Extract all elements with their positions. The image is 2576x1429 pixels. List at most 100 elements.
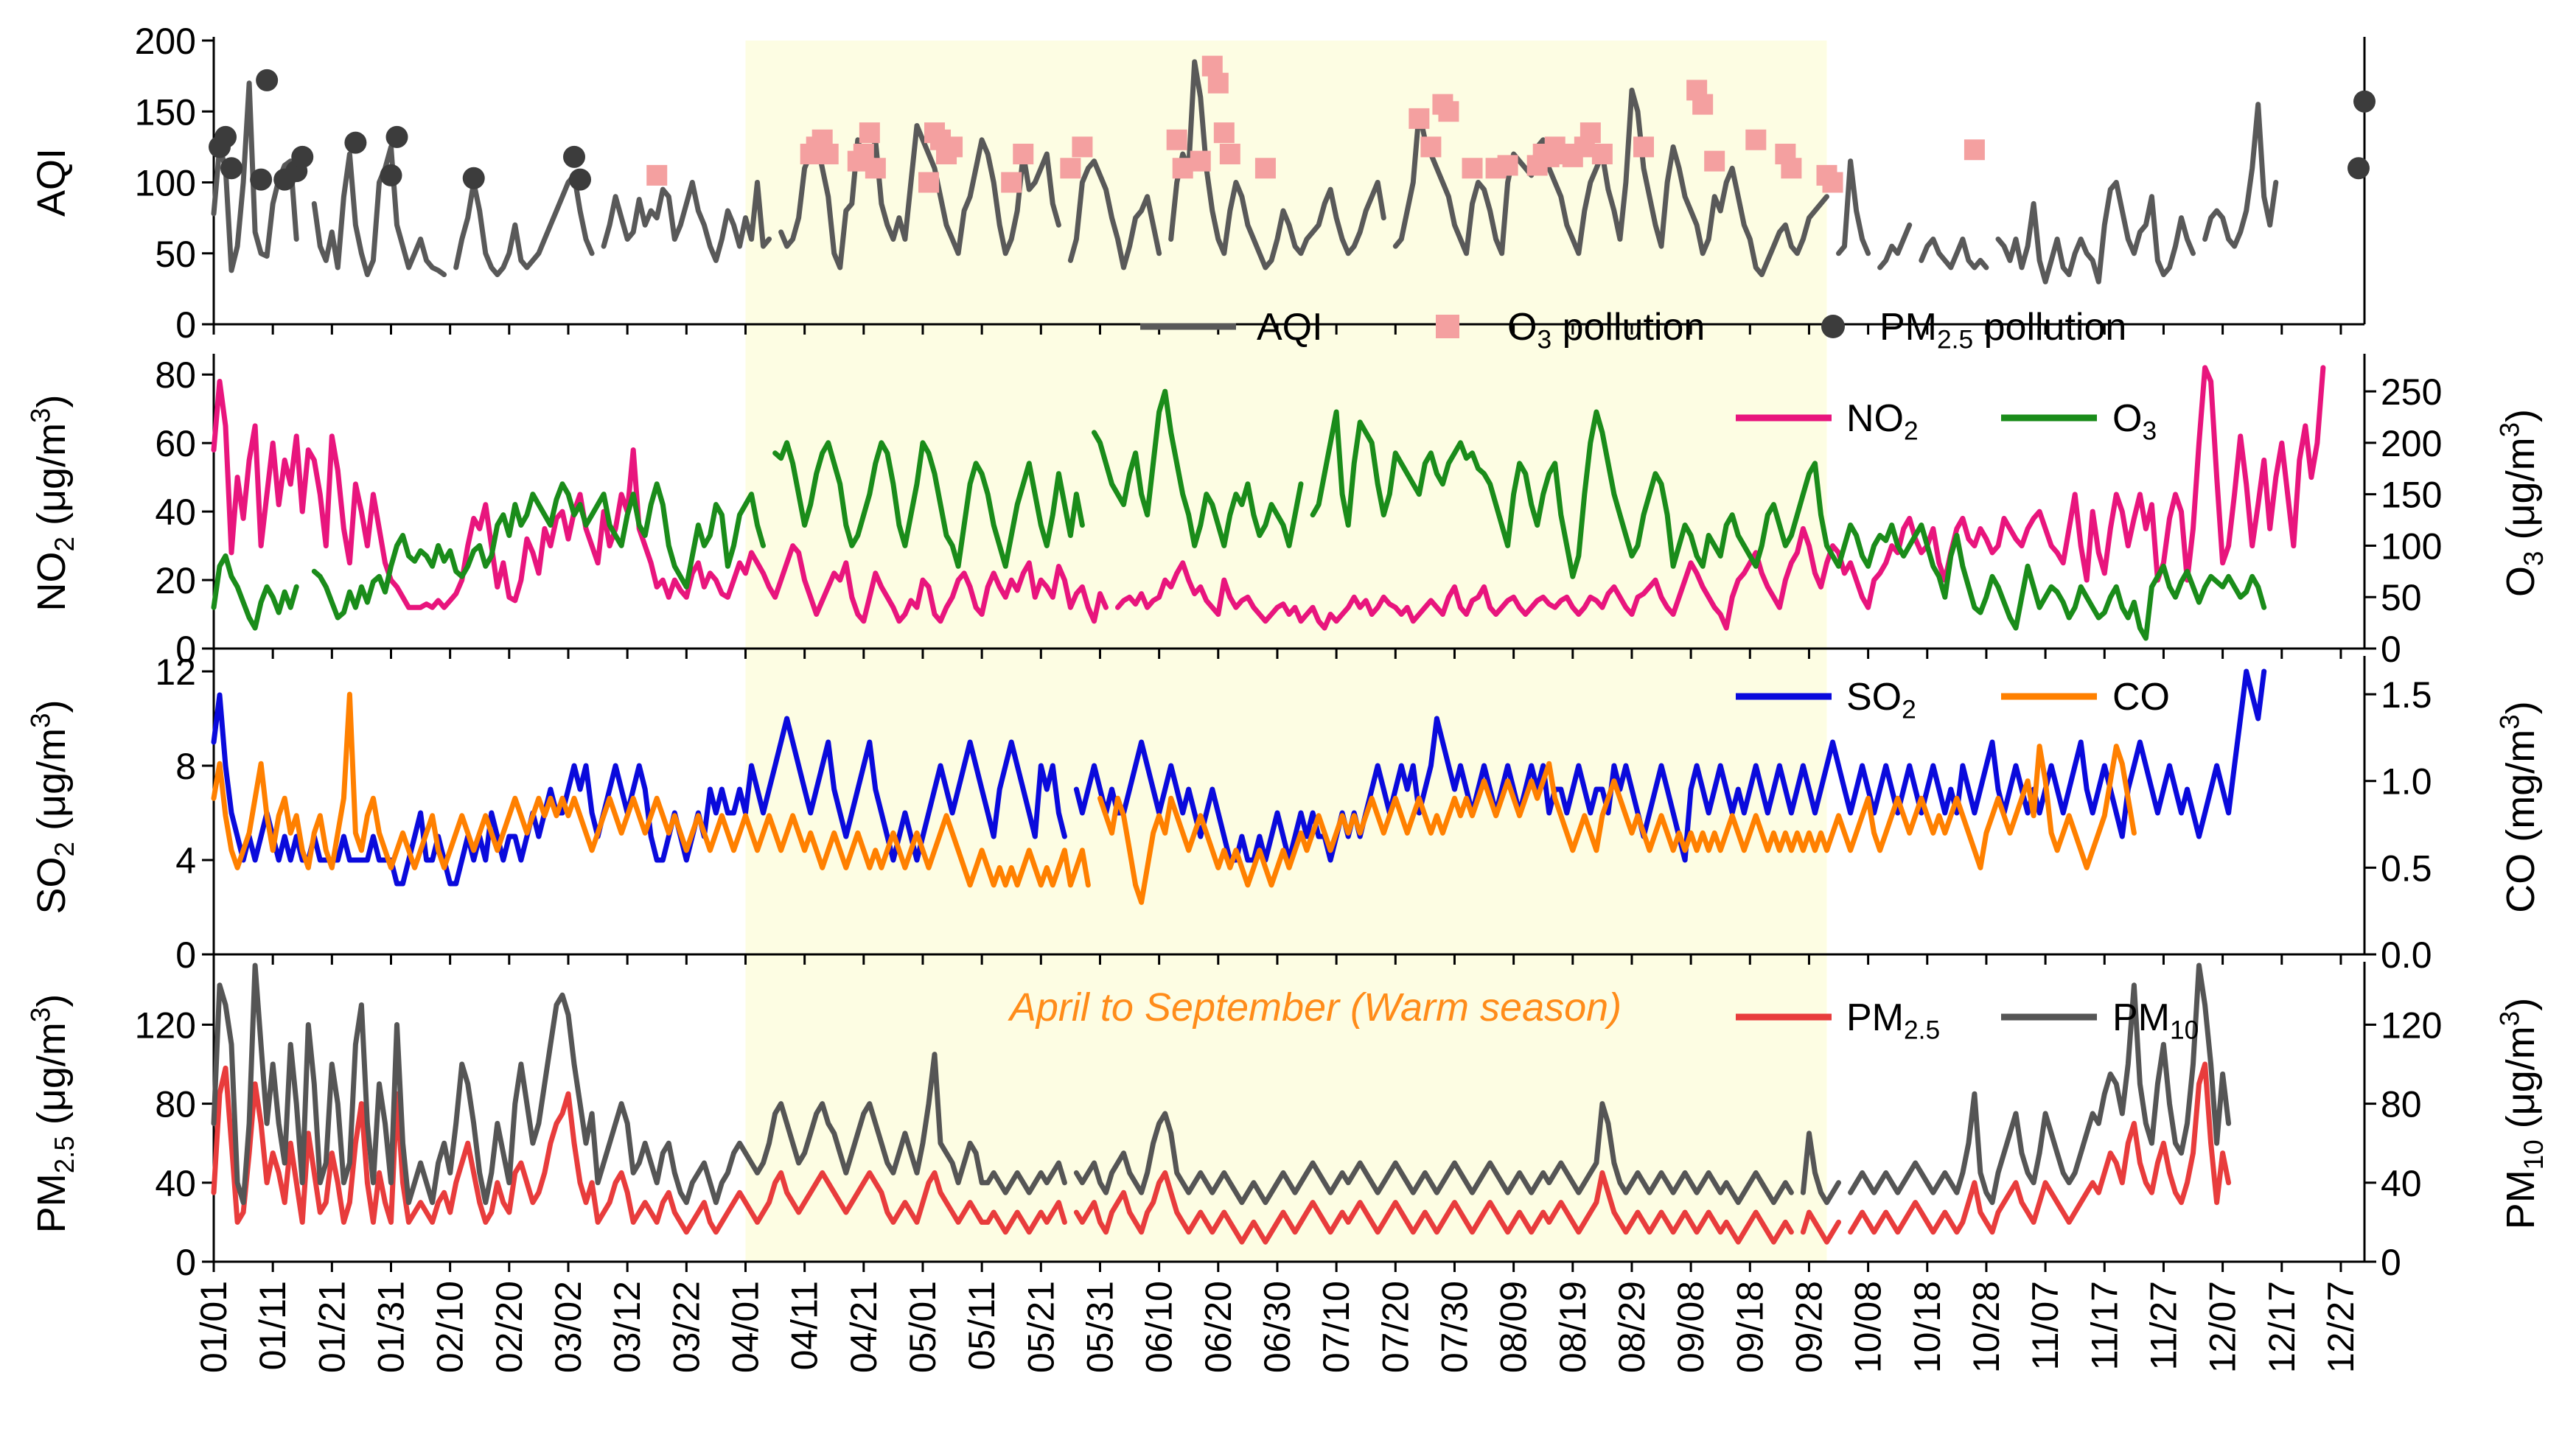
y-axis-title-pm10-part: ) <box>2499 998 2543 1011</box>
pm25-pollution-marker <box>291 145 314 168</box>
legend-pm25-pollution-label-part: 2.5 <box>1937 325 1973 354</box>
y-axis-title-co-part: 3 <box>2494 714 2524 729</box>
o3-pollution-marker <box>1420 136 1442 158</box>
legend-pm10-label: PM10 <box>2112 996 2199 1044</box>
y-tick-label: 60 <box>155 423 196 464</box>
legend-no2-label: NO2 <box>1846 397 1919 445</box>
axes-layer <box>202 37 2376 1272</box>
y-tick-label: 150 <box>135 91 196 133</box>
x-tick-label: 09/08 <box>1670 1281 1711 1373</box>
o3-pollution-marker <box>1001 172 1022 193</box>
legend-so2-label-part: SO <box>1846 676 1902 719</box>
pm25-pollution-marker <box>380 164 402 186</box>
series-line-aqi <box>211 59 2279 284</box>
y-right-tick-label: 1.0 <box>2381 761 2432 803</box>
o3-pollution-marker <box>1633 136 1654 158</box>
x-tick-label: 10/18 <box>1907 1281 1948 1373</box>
x-tick-label: 02/10 <box>430 1281 471 1373</box>
series-layer <box>211 59 2326 1245</box>
y-axis-title-pm25-part: 2.5 <box>49 1136 80 1173</box>
pm25-pollution-marker <box>220 157 243 180</box>
legend-no2-label-part: NO <box>1846 397 1904 440</box>
y-axis-title-aqi: AQI <box>29 148 74 217</box>
y-axis-title-pm10-part: PM <box>2499 1170 2543 1229</box>
y-axis-title-pm10-part: 10 <box>2519 1139 2549 1170</box>
o3-pollution-marker <box>1013 144 1034 164</box>
o3-pollution-marker <box>1580 122 1601 144</box>
legend-co-label: CO <box>2112 676 2170 719</box>
y-axis-title-pm25-part: PM <box>29 1173 74 1233</box>
o3-pollution-marker <box>1964 139 1985 161</box>
series-line-pm10 <box>211 962 2232 1206</box>
y-axis-title-o3-part: (μg/m <box>2499 437 2543 551</box>
y-axis-title-co-part: CO (mg/m <box>2499 730 2543 913</box>
o3-pollution-marker <box>1822 172 1843 193</box>
legend-o3-pollution-label-part: 3 <box>1537 325 1551 354</box>
y-tick-label: 0 <box>175 304 196 346</box>
pm25-pollution-marker <box>569 168 592 191</box>
y-axis-title-co: CO (mg/m3) <box>2494 701 2543 912</box>
y-axis-title-o3-part: 3 <box>2519 551 2549 566</box>
legend-pm25-label: PM2.5 <box>1846 996 1940 1044</box>
legend-pm25-pollution-label: PM2.5 pollution <box>1879 306 2126 354</box>
legend-o3-marker <box>1436 315 1459 338</box>
y-right-tick-label: 150 <box>2381 475 2442 516</box>
y-axis-title-pm25-part: (μg/m <box>29 1022 74 1136</box>
o3-pollution-marker <box>1060 158 1081 179</box>
y-right-tick-label: 50 <box>2381 577 2422 618</box>
x-tick-label: 04/11 <box>784 1281 825 1370</box>
y-tick-label: 0 <box>175 934 196 976</box>
y-tick-label: 12 <box>155 651 196 693</box>
y-tick-label: 50 <box>155 234 196 275</box>
y-right-tick-label: 200 <box>2381 423 2442 464</box>
x-tick-label: 09/18 <box>1729 1281 1770 1373</box>
x-tick-label: 01/11 <box>252 1281 293 1370</box>
x-tick-label: 12/07 <box>2202 1281 2244 1373</box>
y-axis-title-no2-part: (μg/m <box>29 423 74 537</box>
legend-aqi-label-part: AQI <box>1257 306 1323 349</box>
legend-aqi-label: AQI <box>1257 306 1323 349</box>
y-axis-title-pm10: PM10 (μg/m3) <box>2494 998 2548 1229</box>
legend-so2-label-part: 2 <box>1902 695 1916 724</box>
o3-pollution-marker <box>865 158 886 179</box>
legend-o3-label-part: 3 <box>2142 416 2157 445</box>
x-tick-label: 10/08 <box>1848 1281 1889 1373</box>
y-axis-title-pm10-part: 3 <box>2494 1011 2524 1026</box>
y-axis-title-no2-part: 2 <box>49 537 80 551</box>
pm25-pollution-marker <box>344 131 367 154</box>
x-tick-label: 11/17 <box>2084 1281 2125 1370</box>
pm25-pollution-marker <box>250 168 273 191</box>
legend-pm25-label-part: 2.5 <box>1904 1016 1940 1044</box>
legend-no2-label-part: 2 <box>1904 416 1919 445</box>
series-line-so2 <box>211 668 2267 887</box>
y-right-tick-label: 80 <box>2381 1084 2422 1125</box>
x-tick-label: 05/11 <box>961 1281 1002 1370</box>
x-tick-label: 06/10 <box>1139 1281 1180 1373</box>
y-axis-title-pm25-part: ) <box>29 994 74 1007</box>
y-axis-title-so2-part: (μg/m <box>29 728 74 842</box>
y-axis-title-no2: NO2 (μg/m3) <box>25 395 79 612</box>
o3-pollution-marker <box>646 164 668 186</box>
y-axis-title-o3-part: 3 <box>2494 422 2524 437</box>
o3-pollution-marker <box>1254 158 1276 179</box>
legend-pm10-label-part: 10 <box>2170 1016 2199 1044</box>
y-axis-title-pm10-part: (μg/m <box>2499 1026 2543 1139</box>
x-tick-label: 12/17 <box>2261 1281 2303 1373</box>
o3-pollution-marker <box>1072 136 1093 158</box>
y-tick-label: 0 <box>175 629 196 670</box>
y-tick-label: 120 <box>135 1005 196 1046</box>
y-tick-label: 0 <box>175 1242 196 1283</box>
o3-pollution-marker <box>1462 158 1483 179</box>
pm25-pollution-marker <box>563 145 586 168</box>
x-tick-label: 03/02 <box>548 1281 589 1373</box>
x-tick-label: 09/28 <box>1788 1281 1829 1373</box>
y-tick-label: 20 <box>155 560 196 601</box>
o3-pollution-marker <box>859 122 880 144</box>
series-line-o3 <box>211 388 2267 641</box>
y-tick-label: 80 <box>155 1084 196 1125</box>
y-axis-title-pm25: PM2.5 (μg/m3) <box>25 994 79 1234</box>
o3-pollution-marker <box>1745 129 1767 150</box>
y-tick-label: 200 <box>135 21 196 62</box>
o3-pollution-marker <box>1409 108 1430 129</box>
label-layer: 0501001502000204060800501001502002500481… <box>25 21 2548 1373</box>
